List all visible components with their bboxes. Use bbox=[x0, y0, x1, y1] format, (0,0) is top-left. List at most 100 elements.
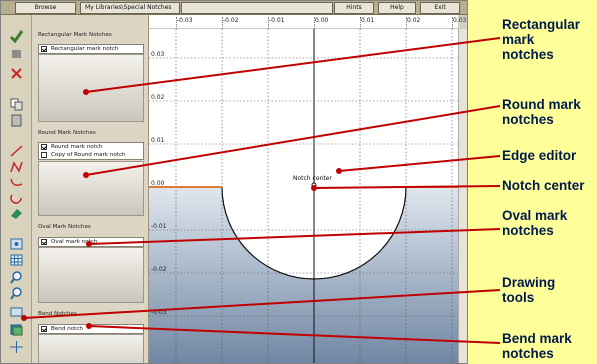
list-item-round-mark-notch[interactable]: Round mark notch bbox=[39, 143, 143, 151]
x-tick-mark bbox=[452, 17, 453, 29]
arc-tool-icon[interactable] bbox=[9, 175, 24, 189]
eraser-icon[interactable] bbox=[9, 206, 24, 220]
horizontal-ruler: -0.03 -0.02 -0.01 0.00 0.01 0.02 0.03 bbox=[149, 15, 466, 29]
callout-line: notches bbox=[502, 346, 554, 361]
hints-button[interactable]: Hints bbox=[334, 2, 374, 14]
x-tick-mark bbox=[268, 17, 269, 29]
list-item-bend-notch[interactable]: Bend notch bbox=[39, 325, 143, 333]
preview-bend[interactable] bbox=[38, 334, 144, 363]
list-item-rectangular-mark-notch[interactable]: Rectangular mark notch bbox=[39, 45, 143, 53]
callout-line: notches bbox=[502, 223, 554, 238]
callout-line: notches bbox=[502, 47, 554, 62]
x-tick-label: 0.00 bbox=[315, 17, 329, 24]
edge-editor-drawing[interactable]: Notch center 0.03 0.02 0.01 0.00 -0.01 -0.02 -0… bbox=[149, 29, 458, 364]
layers-icon[interactable] bbox=[9, 323, 24, 337]
list-round: Round mark notch Copy of Round mark notc… bbox=[38, 142, 144, 160]
notch-library-panel: Rectangular Mark Notches Rectangular mar… bbox=[32, 15, 149, 363]
zoom-out-icon[interactable] bbox=[9, 286, 24, 300]
section-title-oval: Oval Mark Notches bbox=[38, 224, 91, 230]
item-label: Oval mark notch bbox=[51, 239, 98, 245]
preview-oval[interactable] bbox=[38, 247, 144, 303]
grid-icon[interactable] bbox=[9, 253, 24, 267]
exit-button[interactable]: Exit bbox=[420, 2, 460, 14]
help-button[interactable]: Help bbox=[378, 2, 416, 14]
y-tick-label: -0.02 bbox=[151, 266, 167, 273]
drawing-toolbar bbox=[1, 15, 32, 363]
list-oval: Oval mark notch bbox=[38, 237, 144, 247]
callout-rectangular-mark-notches: Rectangular mark notches bbox=[502, 17, 580, 62]
vertical-scrollbar[interactable] bbox=[458, 29, 467, 363]
item-label: Rectangular mark notch bbox=[51, 46, 119, 52]
callout-round-mark-notches: Round mark notches bbox=[502, 97, 581, 127]
item-label: Bend notch bbox=[51, 326, 83, 332]
x-tick-mark bbox=[314, 17, 315, 29]
browse-button[interactable]: Browse bbox=[15, 2, 76, 14]
preview-rectangular[interactable] bbox=[38, 54, 144, 122]
x-tick-label: 0.03 bbox=[453, 17, 467, 24]
x-tick-label: -0.03 bbox=[177, 17, 193, 24]
paste-icon[interactable] bbox=[9, 113, 24, 127]
callout-bend-mark-notches: Bend mark notches bbox=[502, 331, 572, 361]
list-bend: Bend notch bbox=[38, 324, 144, 334]
notch-center-label: Notch center bbox=[293, 175, 332, 182]
checkbox[interactable] bbox=[41, 144, 47, 150]
callout-line: Drawing bbox=[502, 275, 556, 290]
x-tick-mark bbox=[176, 17, 177, 29]
callout-line: Edge editor bbox=[502, 148, 577, 163]
move-icon[interactable] bbox=[9, 340, 24, 354]
check-icon[interactable] bbox=[9, 29, 24, 43]
preview-round[interactable] bbox=[38, 161, 144, 216]
callout-line: tools bbox=[502, 290, 535, 305]
section-title-round: Round Mark Notches bbox=[38, 130, 96, 136]
item-label: Round mark notch bbox=[51, 144, 103, 150]
zoom-fit-icon[interactable] bbox=[9, 305, 24, 319]
y-tick-label: -0.01 bbox=[151, 223, 167, 230]
edge-editor-canvas[interactable]: Notch center 0.03 0.02 0.01 0.00 -0.01 -0.02 -0… bbox=[149, 29, 458, 364]
circle-arc-tool-icon[interactable] bbox=[9, 191, 24, 205]
checkbox[interactable] bbox=[41, 239, 47, 245]
list-rectangular: Rectangular mark notch bbox=[38, 44, 144, 54]
section-title-bend: Bend Notches bbox=[38, 311, 77, 317]
x-tick-mark bbox=[360, 17, 361, 29]
callout-line: notches bbox=[502, 112, 554, 127]
callout-line: Bend mark bbox=[502, 331, 572, 346]
y-tick-label: -0.03 bbox=[151, 309, 167, 316]
delete-icon[interactable] bbox=[9, 66, 24, 80]
callout-drawing-tools: Drawing tools bbox=[502, 275, 555, 305]
checkbox[interactable] bbox=[41, 326, 47, 332]
callout-line: Round mark bbox=[502, 97, 581, 112]
y-tick-label: 0.01 bbox=[151, 137, 165, 144]
x-tick-mark bbox=[406, 17, 407, 29]
x-tick-label: 0.01 bbox=[361, 17, 375, 24]
checkbox[interactable] bbox=[41, 46, 47, 52]
item-label: Copy of Round mark notch bbox=[51, 152, 126, 158]
copy-icon[interactable] bbox=[9, 97, 24, 111]
list-item-copy-round-mark-notch[interactable]: Copy of Round mark notch bbox=[39, 151, 143, 159]
callout-line: Notch center bbox=[502, 178, 585, 193]
y-tick-label: 0.00 bbox=[151, 180, 165, 187]
polyline-tool-icon[interactable] bbox=[9, 160, 24, 174]
path-field-spacer bbox=[181, 2, 333, 14]
zoom-in-icon[interactable] bbox=[9, 270, 24, 284]
library-path-field[interactable]: My Libraries\Special Notches bbox=[80, 2, 180, 14]
menu-bar: Browse My Libraries\Special Notches Hint… bbox=[1, 1, 467, 15]
callout-line: Oval mark bbox=[502, 208, 568, 223]
x-tick-label: 0.02 bbox=[407, 17, 421, 24]
section-title-rectangular: Rectangular Mark Notches bbox=[38, 32, 112, 38]
callout-notch-center: Notch center bbox=[502, 178, 585, 193]
square-icon[interactable] bbox=[9, 47, 24, 61]
list-item-oval-mark-notch[interactable]: Oval mark notch bbox=[39, 238, 143, 246]
callout-edge-editor: Edge editor bbox=[502, 148, 576, 163]
y-tick-label: 0.03 bbox=[151, 51, 165, 58]
snap-icon[interactable] bbox=[9, 237, 24, 251]
y-tick-label: 0.02 bbox=[151, 94, 165, 101]
notch-center-marker[interactable] bbox=[311, 182, 317, 188]
callout-line: mark bbox=[502, 32, 535, 47]
x-tick-label: -0.01 bbox=[269, 17, 285, 24]
line-tool-icon[interactable] bbox=[9, 144, 24, 158]
x-tick-mark bbox=[222, 17, 223, 29]
app-window: Browse My Libraries\Special Notches Hint… bbox=[0, 0, 468, 364]
x-tick-label: -0.02 bbox=[223, 17, 239, 24]
checkbox[interactable] bbox=[41, 152, 47, 158]
